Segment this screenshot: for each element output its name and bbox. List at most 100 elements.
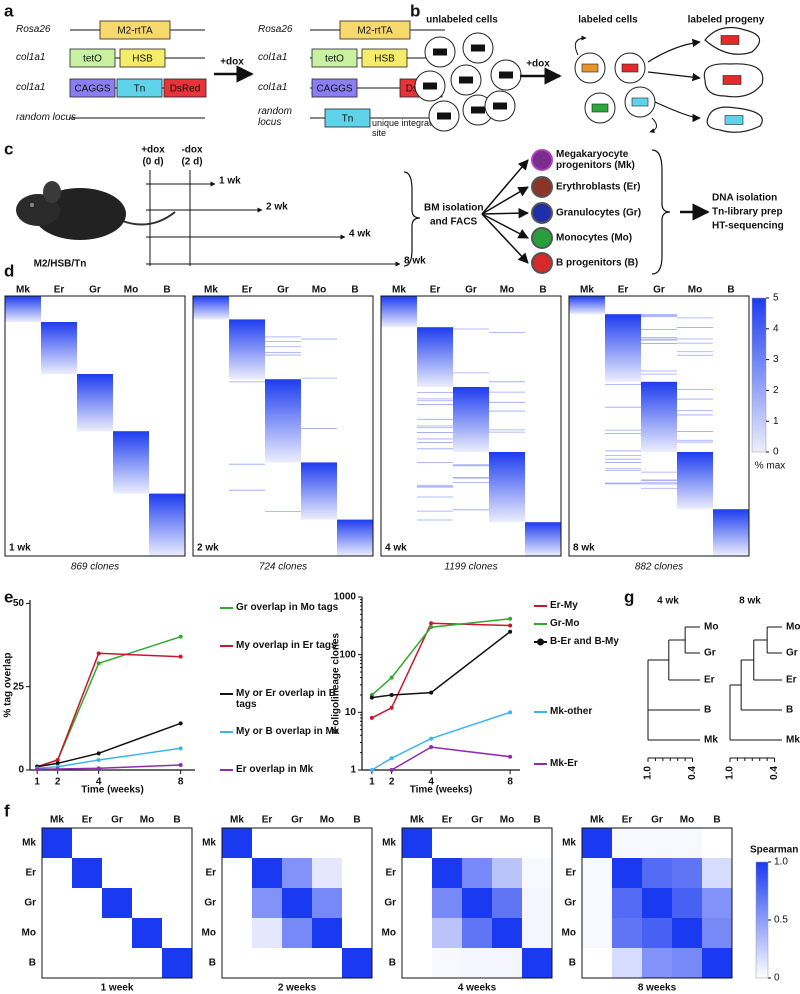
colorbar-tick-label: 5 — [773, 293, 779, 304]
population-label: Erythroblasts (Er) — [556, 182, 640, 193]
cells-label: labeled progeny — [688, 15, 765, 26]
lineage-label: B — [29, 958, 36, 969]
division-arrow — [649, 117, 657, 133]
lineage-label: Gr — [24, 898, 36, 909]
time-label: 2 weeks — [278, 983, 317, 994]
construct-label: CAGGS — [74, 84, 110, 95]
lineage-label: Mk — [590, 815, 604, 826]
panel-label: c — [4, 139, 13, 158]
treatment-label: +dox — [220, 57, 244, 68]
lineage-label: Mo — [202, 928, 216, 939]
lineage-label: Gr — [384, 898, 396, 909]
locus-label-box: random locus — [16, 112, 76, 123]
construct-part — [311, 48, 358, 68]
data-point — [55, 758, 60, 762]
data-point — [178, 634, 183, 639]
heatmap-cell — [162, 858, 192, 888]
heatmap-block — [453, 387, 489, 452]
legend-label-box: My or B overlap in Mk — [236, 726, 339, 737]
x-tick-label: 2 — [55, 777, 61, 788]
heatmap-cell — [252, 858, 282, 888]
data-point — [369, 695, 374, 700]
construct-label: tetO — [83, 54, 102, 65]
heatmap-block — [713, 509, 749, 556]
colorbar — [755, 861, 769, 979]
lineage-label: Er — [385, 868, 396, 879]
legend-label-box: Gr-Mo — [550, 618, 579, 629]
legend-label-box: My or Er overlap in B tags — [236, 688, 336, 710]
construct-label: M2-rtTA — [117, 26, 153, 37]
dendrogram-tick-label: 0.4 — [687, 766, 698, 780]
colorbar-tick-label: 1.0 — [774, 857, 788, 868]
heatmap-cell — [402, 888, 432, 918]
clone-count: 1199 clones — [444, 562, 497, 573]
data-point — [389, 768, 394, 772]
x-tick-label: 1 — [34, 777, 40, 788]
x-tick-label: 2 — [389, 777, 395, 788]
population-label: Granulocytes (Gr) — [556, 208, 641, 219]
data-point — [178, 654, 183, 659]
heatmap-block — [569, 296, 605, 315]
heatmap-cell — [312, 828, 342, 858]
time-label: 8 wk — [573, 543, 595, 554]
y-tick-label: 10 — [345, 707, 357, 718]
construct-label: tetO — [325, 54, 344, 65]
lineage-label: Mk — [202, 838, 216, 849]
heatmap-cell — [72, 948, 102, 978]
heatmap-block — [489, 452, 525, 523]
locus-label: Rosa26 — [16, 24, 51, 35]
lineage-label: Er — [442, 815, 453, 826]
heatmap-block — [77, 374, 113, 432]
data-point — [508, 754, 513, 759]
lineage-label: B — [727, 285, 734, 296]
heatmap-block — [193, 296, 229, 320]
construct-part — [116, 78, 163, 98]
legend-label-box: Er-My — [550, 600, 578, 611]
heatmap-block — [113, 431, 149, 494]
construct-part — [324, 108, 371, 128]
legend-label: My overlap in Er tags — [236, 640, 337, 651]
time-label: 4 weeks — [458, 983, 497, 994]
population-cell — [531, 252, 553, 274]
tag — [581, 63, 599, 73]
heatmap-cell — [522, 918, 552, 948]
lineage-label: B — [353, 815, 360, 826]
construct-label: CAGGS — [316, 84, 352, 95]
heatmap-cell — [342, 858, 372, 888]
data-point — [389, 756, 394, 761]
heatmap-cell — [642, 888, 672, 918]
tag — [621, 63, 639, 73]
heatmap-cell — [492, 828, 522, 858]
heatmap-frame — [401, 827, 553, 979]
lineage-label: Mo — [688, 285, 702, 296]
series-line — [37, 764, 181, 771]
panel-label: a — [4, 1, 14, 20]
mouse-tail — [119, 211, 176, 226]
lineage-label: Mo — [22, 928, 36, 939]
lineage-label: Mk — [392, 285, 406, 296]
heatmap-cell — [342, 828, 372, 858]
lineage-label: Gr — [651, 815, 663, 826]
data-point — [429, 625, 434, 630]
heatmap-cell — [72, 828, 102, 858]
sort-arrow — [481, 213, 529, 264]
lineage-label: Mo — [140, 815, 154, 826]
tag — [423, 82, 437, 90]
heatmap-cell — [132, 918, 162, 948]
construct-part — [311, 78, 358, 98]
heatmap-cell — [522, 948, 552, 978]
lineage-label: Mk — [16, 285, 30, 296]
lineage-label: Gr — [465, 285, 477, 296]
colorbar-tick-label: 0 — [774, 973, 780, 984]
y-tick-label: 0 — [18, 765, 24, 776]
heatmap-cell — [72, 888, 102, 918]
lineage-label: Mo — [382, 928, 396, 939]
population-label: Monocytes (Mo) — [556, 233, 632, 244]
heatmap-cell — [222, 888, 252, 918]
legend-label-box: My overlap in Er tags — [236, 640, 337, 651]
sort-arrow — [481, 207, 530, 219]
construct-label: Tn — [134, 84, 146, 95]
dendrogram-tick-label: 1.0 — [725, 766, 736, 780]
heatmap-cell — [252, 888, 282, 918]
heatmap-block — [265, 379, 301, 463]
